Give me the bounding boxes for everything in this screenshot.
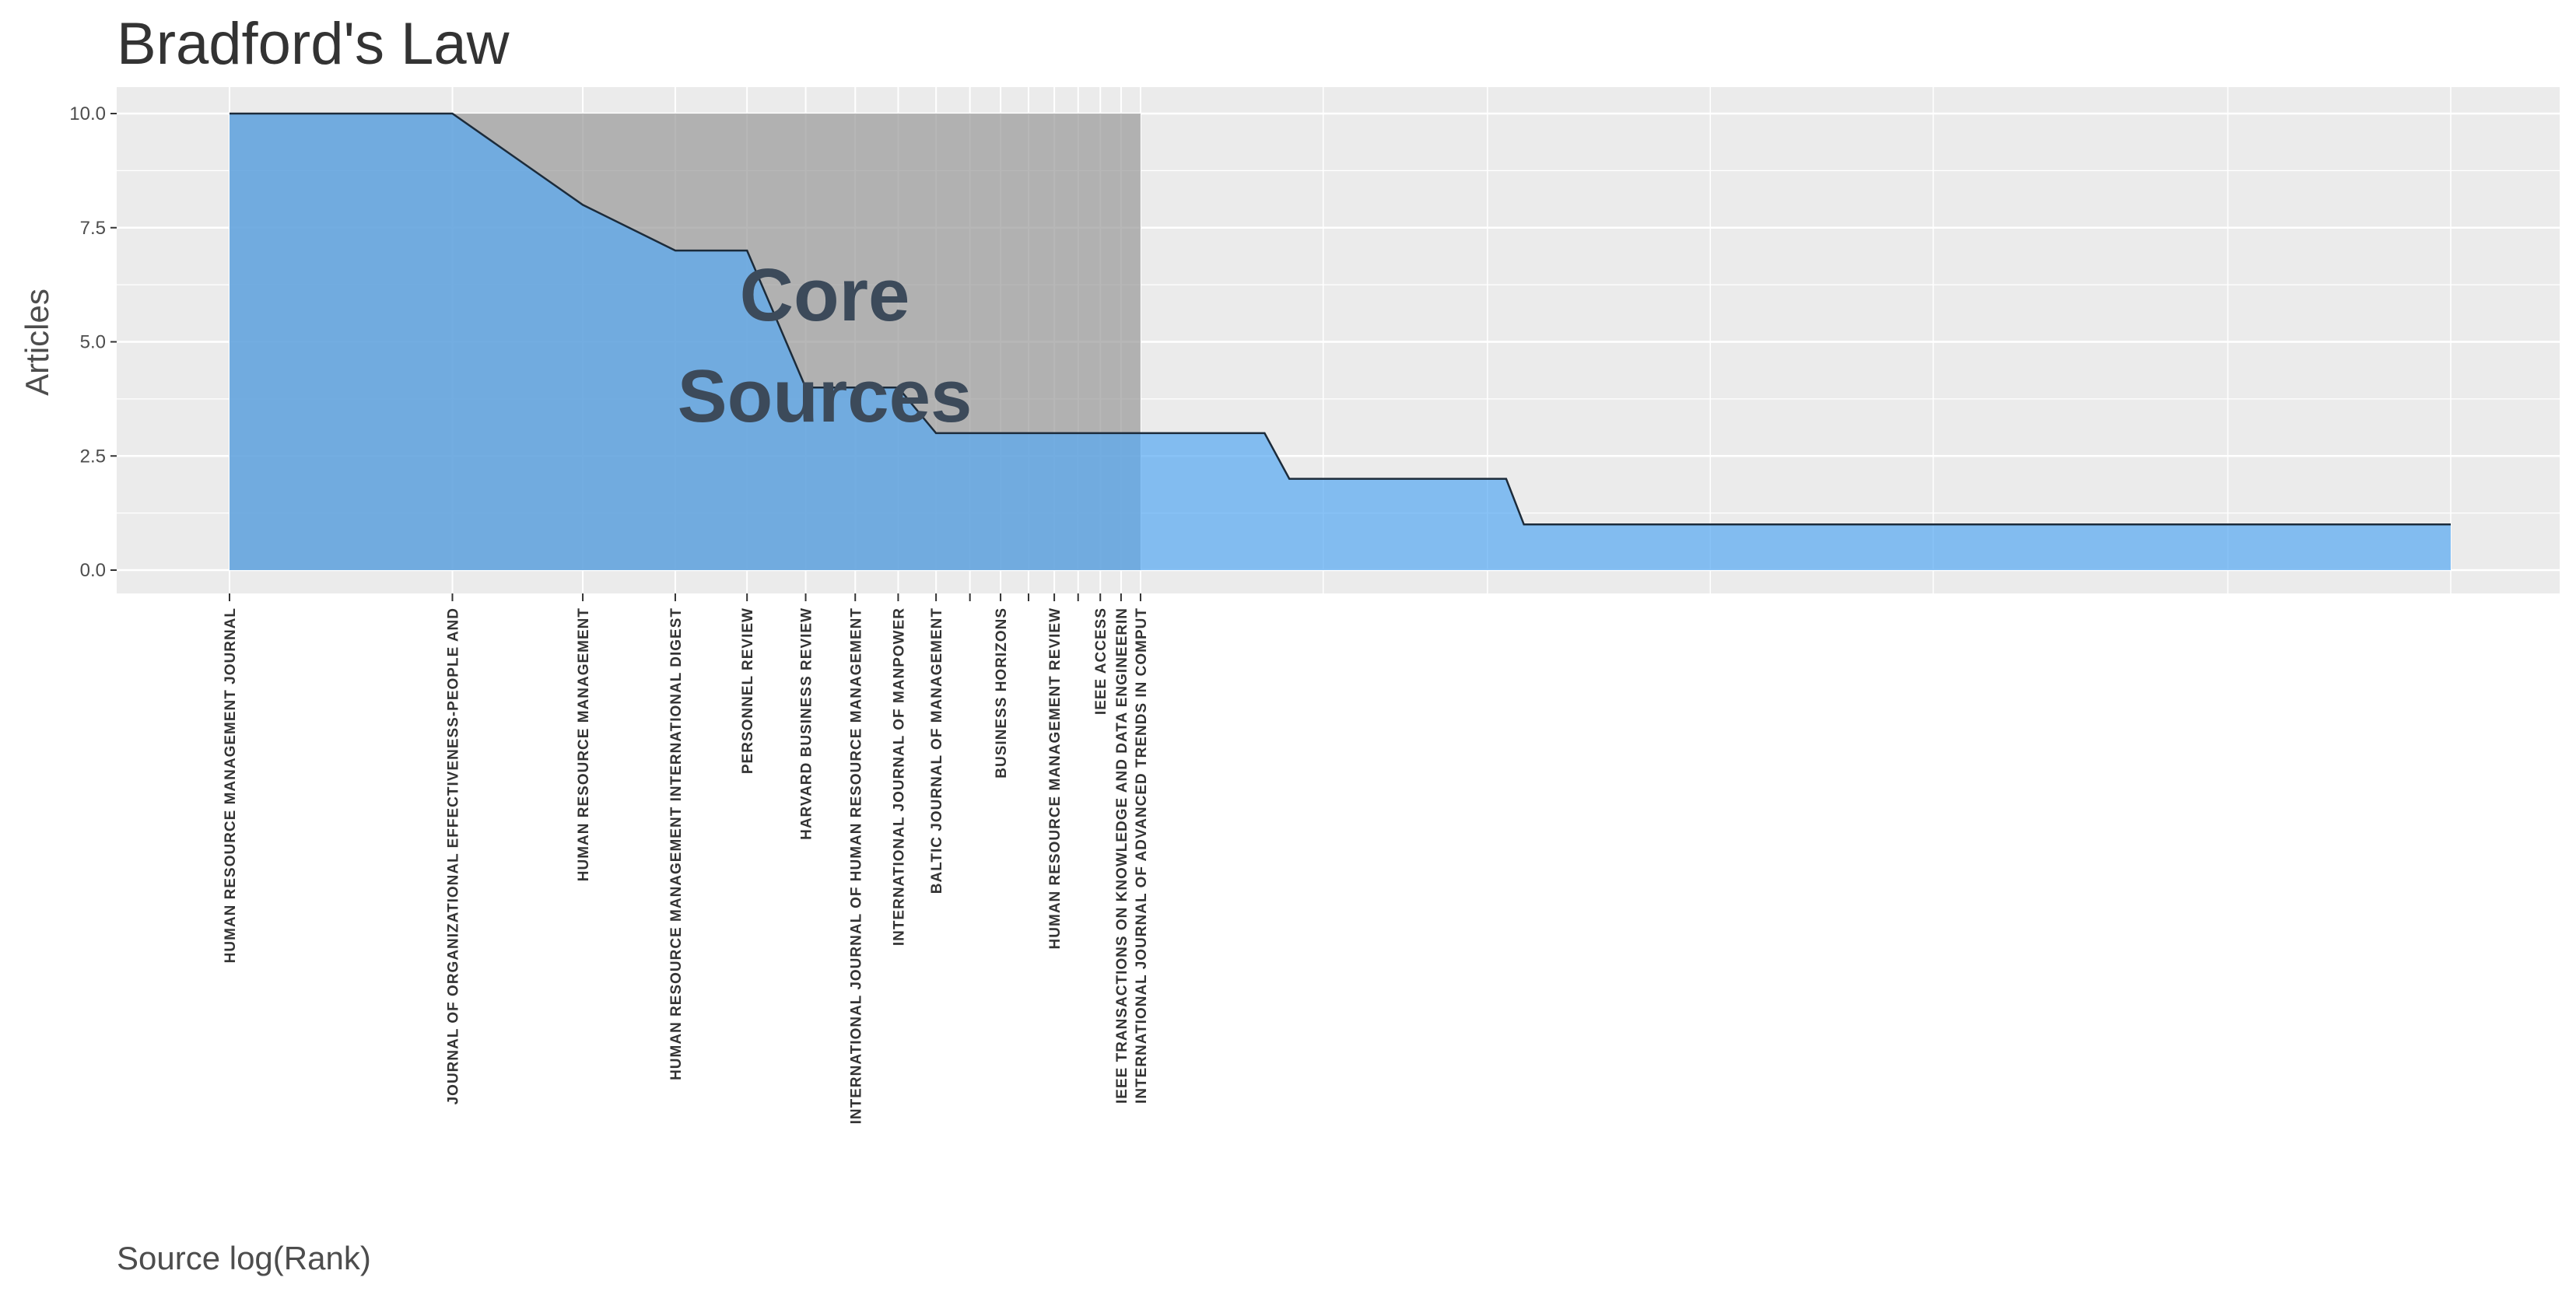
x-tick-label: HUMAN RESOURCE MANAGEMENT INTERNATIONAL … xyxy=(668,607,685,1080)
y-tick-label: 0.0 xyxy=(80,560,106,581)
x-tick-label: BALTIC JOURNAL OF MANAGEMENT xyxy=(929,607,945,894)
x-tick-label: HARVARD BUSINESS REVIEW xyxy=(799,607,815,840)
y-axis: 0.0 2.5 5.0 7.5 10.0 xyxy=(69,103,117,581)
x-axis: HUMAN RESOURCE MANAGEMENT JOURNAL JOURNAL… xyxy=(223,593,1150,1124)
y-axis-title: Articles xyxy=(19,289,55,396)
x-tick-label: JOURNAL OF ORGANIZATIONAL EFFECTIVENESS-… xyxy=(446,607,462,1104)
x-tick-label: HUMAN RESOURCE MANAGEMENT xyxy=(576,607,592,881)
core-label-line1: Core xyxy=(740,254,910,337)
y-tick-label: 2.5 xyxy=(80,446,106,467)
y-tick-label: 5.0 xyxy=(80,332,106,353)
x-tick-label: INTERNATIONAL JOURNAL OF MANPOWER xyxy=(891,607,907,946)
x-tick-label: BUSINESS HORIZONS xyxy=(994,607,1010,779)
x-tick-label: IEEE TRANSACTIONS ON KNOWLEDGE AND DATA … xyxy=(1114,607,1130,1104)
x-axis-title: Source log(Rank) xyxy=(117,1240,371,1276)
articles-line xyxy=(230,112,2451,526)
x-tick-label: PERSONNEL REVIEW xyxy=(740,607,756,774)
x-tick-label: HUMAN RESOURCE MANAGEMENT JOURNAL xyxy=(223,607,239,963)
x-tick-label: INTERNATIONAL JOURNAL OF ADVANCED TRENDS… xyxy=(1134,607,1150,1104)
chart-title: Bradford's Law xyxy=(117,11,510,77)
articles-area xyxy=(230,114,2451,570)
x-tick-label: IEEE ACCESS xyxy=(1093,607,1109,715)
x-tick-label: HUMAN RESOURCE MANAGEMENT REVIEW xyxy=(1047,607,1064,949)
y-tick-label: 10.0 xyxy=(69,103,106,124)
y-tick-label: 7.5 xyxy=(80,218,106,239)
plot-area: Core Sources xyxy=(117,87,2560,593)
core-label-line2: Sources xyxy=(678,355,973,438)
x-tick-label: INTERNATIONAL JOURNAL OF HUMAN RESOURCE … xyxy=(848,607,864,1124)
